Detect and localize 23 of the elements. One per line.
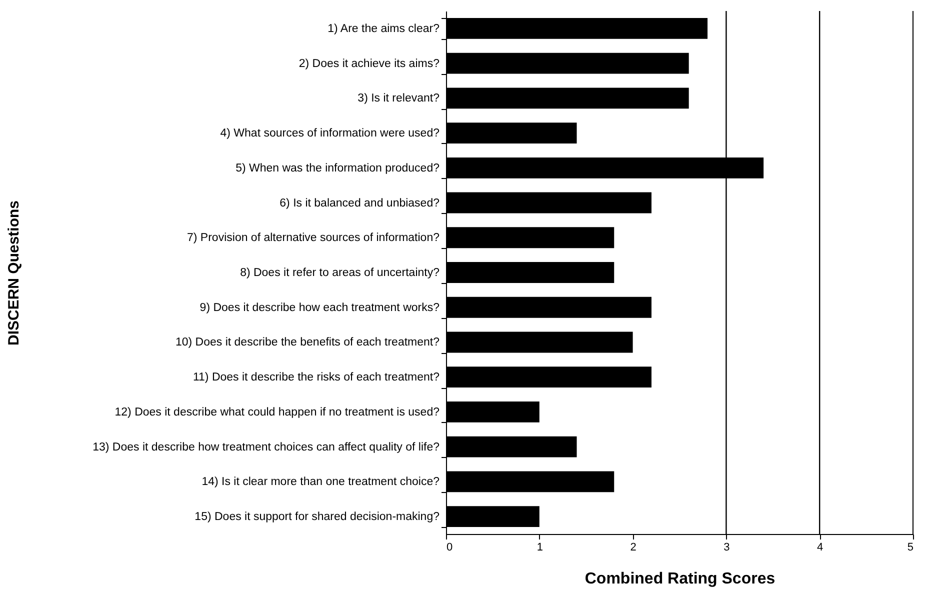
y-tick-label: 3) Is it relevant?	[358, 92, 440, 105]
y-tick-label: 8) Does it refer to areas of uncertainty?	[240, 267, 440, 279]
x-tick-label: 3	[724, 542, 730, 554]
y-tick-label: 15) Does it support for shared decision-making?	[194, 511, 440, 524]
y-tick-label: 11) Does it describe the risks of each treatment?	[192, 372, 440, 384]
y-tick-label: 7) Provision of alternative sources of information?	[187, 232, 440, 244]
x-tick-label: 2	[630, 542, 636, 554]
y-tick-label: 13) Does it describe how treatment choices can affect quality of life?	[92, 441, 440, 454]
y-tick-label: 12) Does it describe what could happen if no treatment is used?	[114, 406, 440, 418]
y-tick-label: 5) When was the information produced?	[236, 162, 440, 174]
x-tick-label: 1	[536, 542, 543, 554]
x-tick-label: 5	[907, 542, 914, 554]
y-tick-label: 14) Is it clear more than one treatment choice?	[202, 476, 440, 488]
x-axis-title: Combined Rating Scores	[584, 570, 776, 588]
y-tick-label: 6) Is it balanced and unbiased?	[280, 197, 440, 210]
x-tick-label: 0	[446, 542, 453, 554]
y-tick-label: 4) What sources of information were used?	[220, 128, 440, 140]
y-tick-label: 9) Does it describe how each treatment works?	[200, 302, 440, 314]
y-tick-label: 1) Are the aims clear?	[328, 22, 440, 35]
y-axis-title: DISCERN Questions	[6, 200, 22, 346]
x-tick-label: 4	[817, 542, 824, 554]
y-tick-label: 2) Does it achieve its aims?	[298, 58, 440, 70]
y-tick-label: 10) Does it describe the benefits of each treatment?	[175, 336, 440, 349]
